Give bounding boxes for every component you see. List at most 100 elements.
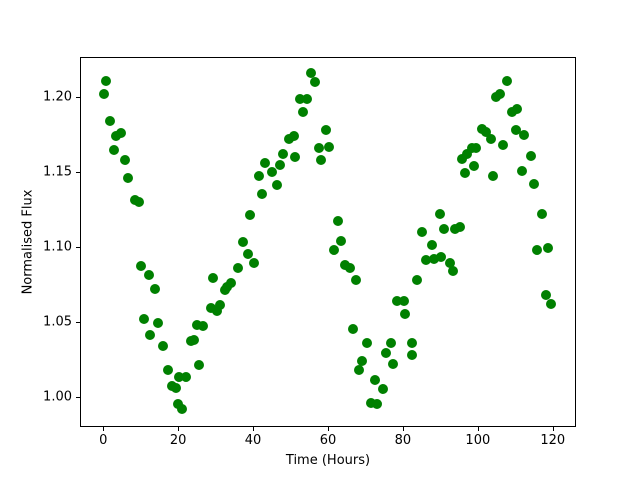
data-point (510, 125, 521, 136)
data-point (540, 289, 551, 300)
data-point (387, 358, 398, 369)
data-point (406, 337, 417, 348)
data-point (245, 210, 256, 221)
data-point (122, 172, 133, 183)
data-point (536, 208, 547, 219)
data-point (108, 144, 119, 155)
data-point (336, 235, 347, 246)
data-point (237, 237, 248, 248)
x-tick-mark (552, 427, 554, 431)
y-tick-mark (76, 171, 80, 173)
x-tick-label: 40 (244, 433, 262, 448)
data-point (278, 149, 289, 160)
data-point (214, 300, 225, 311)
data-point (256, 189, 267, 200)
data-point (471, 143, 482, 154)
data-point (525, 150, 536, 161)
data-point (266, 166, 277, 177)
x-tick-label: 80 (394, 433, 412, 448)
data-point (119, 155, 130, 166)
data-point (459, 168, 470, 179)
data-point (377, 384, 388, 395)
data-point (369, 375, 380, 386)
y-tick-mark (76, 396, 80, 398)
data-point (197, 321, 208, 332)
data-point (542, 243, 553, 254)
y-tick-mark (76, 321, 80, 323)
data-point (271, 180, 282, 191)
y-tick-label: 1.00 (43, 389, 72, 405)
data-point (429, 253, 440, 264)
y-axis-label: Normalised Flux (20, 189, 36, 295)
data-point (354, 364, 365, 375)
data-point (365, 397, 376, 408)
data-point (306, 68, 317, 79)
data-point (412, 274, 423, 285)
data-point (329, 244, 340, 255)
data-point (519, 129, 530, 140)
data-point (170, 382, 181, 393)
data-point (101, 75, 112, 86)
y-tick-label: 1.10 (43, 239, 72, 255)
data-point (495, 89, 506, 100)
data-point (398, 295, 409, 306)
data-point (385, 337, 396, 348)
data-point (173, 372, 184, 383)
x-tick-mark (328, 427, 329, 431)
data-point (436, 252, 447, 263)
data-point (324, 141, 335, 152)
y-tick-label: 1.20 (43, 89, 72, 105)
data-point (181, 372, 192, 383)
data-point (420, 255, 431, 266)
data-point (392, 295, 403, 306)
data-point (232, 262, 243, 273)
data-point (315, 155, 326, 166)
data-point (481, 126, 492, 137)
data-point (454, 222, 465, 233)
data-point (144, 330, 155, 341)
x-tick-mark (402, 427, 404, 431)
data-point (531, 244, 542, 255)
data-point (439, 223, 450, 234)
data-point (189, 334, 200, 345)
data-point (243, 249, 254, 260)
data-point (435, 208, 445, 219)
data-point (211, 306, 222, 317)
data-point (344, 262, 355, 273)
data-point (528, 178, 539, 189)
data-point (221, 282, 232, 293)
data-point (546, 298, 557, 309)
data-point (254, 171, 265, 182)
data-point (356, 355, 367, 366)
data-point (461, 149, 472, 160)
data-point (517, 165, 528, 176)
plot-area (80, 57, 576, 427)
data-point (314, 143, 324, 154)
data-point (98, 89, 109, 100)
y-tick-mark (76, 246, 80, 248)
y-tick-label: 1.15 (43, 164, 72, 180)
data-point (348, 324, 359, 335)
data-point (249, 258, 260, 269)
data-point (350, 274, 361, 285)
data-point (193, 360, 204, 371)
data-point (290, 152, 301, 163)
data-point (321, 125, 332, 136)
data-point (162, 364, 173, 375)
data-point (486, 134, 497, 145)
data-point (498, 140, 509, 151)
x-tick-label: 60 (319, 433, 337, 448)
y-tick-label: 1.05 (43, 314, 72, 330)
data-point (469, 161, 480, 171)
data-point (288, 131, 299, 142)
x-tick-label: 120 (540, 433, 566, 448)
data-point (105, 116, 116, 127)
data-point (448, 265, 459, 276)
data-point (333, 216, 344, 227)
data-point (206, 303, 217, 314)
data-point (488, 171, 499, 182)
data-point (208, 273, 219, 284)
data-point (260, 158, 271, 168)
x-tick-mark (103, 427, 105, 431)
data-point (298, 107, 309, 118)
